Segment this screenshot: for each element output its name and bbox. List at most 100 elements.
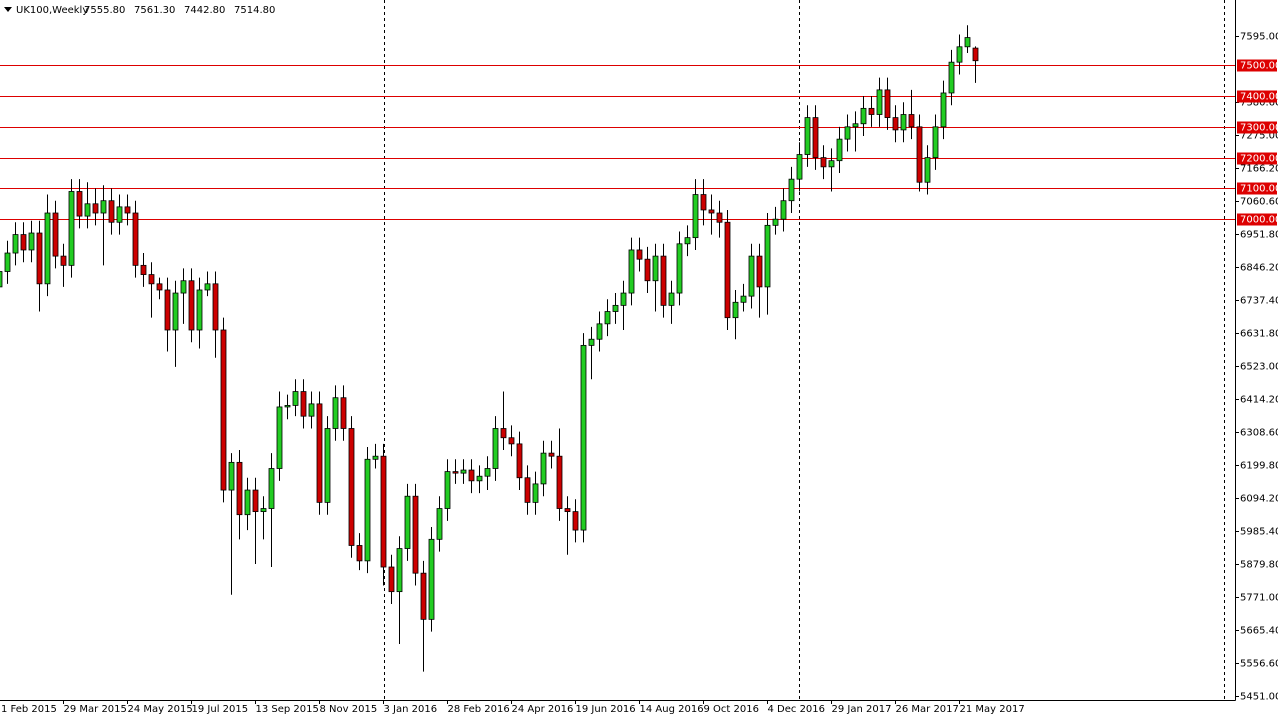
y-tick-label: 5879.80 bbox=[1240, 560, 1278, 571]
x-tick-label: 29 Jan 2017 bbox=[832, 704, 892, 715]
candle-body bbox=[676, 243, 683, 294]
ohlc-value: 7514.80 bbox=[234, 5, 275, 16]
candle-body bbox=[196, 289, 203, 331]
candle-body bbox=[772, 218, 779, 226]
candle-body bbox=[212, 283, 219, 331]
x-tick-label: 19 Jun 2016 bbox=[576, 704, 636, 715]
candle-body bbox=[684, 237, 691, 245]
candle-body bbox=[388, 566, 395, 593]
candle-body bbox=[668, 292, 675, 306]
candle-body bbox=[972, 47, 979, 62]
candle-body bbox=[420, 572, 427, 620]
candle-body bbox=[140, 264, 147, 275]
candle-body bbox=[660, 255, 667, 306]
candle-body bbox=[0, 271, 3, 288]
level-label: 7300.00 bbox=[1240, 123, 1278, 134]
candle-body bbox=[692, 194, 699, 239]
level-label: 7200.00 bbox=[1240, 154, 1278, 165]
candle-body bbox=[244, 489, 251, 516]
candle-body bbox=[428, 538, 435, 620]
candle-body bbox=[564, 508, 571, 513]
x-tick-label: 3 Jan 2016 bbox=[384, 704, 438, 715]
x-tick-label: 29 Mar 2015 bbox=[64, 704, 127, 715]
candle-body bbox=[44, 212, 51, 285]
candle-body bbox=[308, 403, 315, 417]
y-tick-label: 6199.80 bbox=[1240, 461, 1278, 472]
level-label-box bbox=[1237, 121, 1277, 134]
candle-body bbox=[852, 123, 859, 128]
y-tick-label: 6951.80 bbox=[1240, 230, 1278, 241]
candle-body bbox=[636, 249, 643, 260]
candle-body bbox=[276, 406, 283, 469]
candle-body bbox=[372, 455, 379, 460]
x-tick-label: 9 Oct 2016 bbox=[704, 704, 759, 715]
candle-body bbox=[612, 304, 619, 312]
candle-body bbox=[316, 403, 323, 503]
x-tick-label: 19 Jul 2015 bbox=[192, 704, 249, 715]
candle-body bbox=[148, 274, 155, 285]
candle-body bbox=[60, 255, 67, 266]
candle-body bbox=[604, 311, 611, 325]
candle-body bbox=[876, 89, 883, 115]
level-label: 7000.00 bbox=[1240, 215, 1278, 226]
candle-body bbox=[460, 469, 467, 474]
candle-body bbox=[724, 221, 731, 319]
y-tick-label: 6414.20 bbox=[1240, 395, 1278, 406]
candle-body bbox=[596, 323, 603, 340]
candle-body bbox=[108, 200, 115, 223]
level-label-box bbox=[1237, 90, 1277, 103]
y-tick-label: 6523.00 bbox=[1240, 362, 1278, 373]
x-tick-label: 1 Feb 2015 bbox=[1, 704, 57, 715]
candle-body bbox=[124, 206, 131, 214]
candle-body bbox=[532, 483, 539, 503]
candle-body bbox=[484, 468, 491, 477]
y-tick-label: 6631.80 bbox=[1240, 329, 1278, 340]
candle-body bbox=[900, 114, 907, 131]
candle-body bbox=[764, 224, 771, 288]
candle-body bbox=[884, 89, 891, 118]
candle-body bbox=[732, 301, 739, 319]
candle-body bbox=[524, 477, 531, 503]
ohlc-value: 7561.30 bbox=[134, 5, 175, 16]
candle-body bbox=[548, 452, 555, 457]
candle-body bbox=[796, 154, 803, 180]
y-tick-label: 7166.20 bbox=[1240, 164, 1278, 175]
candle-body bbox=[132, 212, 139, 266]
y-tick-label: 7380.60 bbox=[1240, 98, 1278, 109]
candle-body bbox=[556, 455, 563, 509]
level-label: 7500.00 bbox=[1240, 61, 1278, 72]
candle-body bbox=[20, 234, 27, 251]
candle-body bbox=[820, 157, 827, 168]
candle-body bbox=[100, 200, 107, 214]
candle-body bbox=[588, 338, 595, 346]
candle-body bbox=[260, 508, 267, 513]
candle-body bbox=[380, 455, 387, 568]
candle-body bbox=[580, 344, 587, 531]
candle-body bbox=[468, 469, 475, 482]
candle-body bbox=[716, 212, 723, 223]
y-tick-label: 5985.40 bbox=[1240, 527, 1278, 538]
candle-body bbox=[444, 471, 451, 509]
x-tick-label: 21 May 2017 bbox=[960, 704, 1025, 715]
candle-body bbox=[36, 232, 43, 285]
x-tick-label: 24 May 2015 bbox=[128, 704, 193, 715]
candle-body bbox=[780, 200, 787, 220]
candle-body bbox=[12, 234, 19, 254]
level-label: 7400.00 bbox=[1240, 92, 1278, 103]
candle-body bbox=[572, 511, 579, 531]
level-label-box bbox=[1237, 59, 1277, 72]
y-tick-label: 5665.40 bbox=[1240, 626, 1278, 637]
candle-body bbox=[52, 212, 59, 257]
candle-body bbox=[500, 428, 507, 439]
candle-body bbox=[452, 471, 459, 474]
ohlc-value: 7555.80 bbox=[84, 5, 125, 16]
candle-body bbox=[76, 191, 83, 217]
x-tick-label: 14 Aug 2016 bbox=[640, 704, 704, 715]
candle-body bbox=[476, 475, 483, 482]
candle-body bbox=[940, 92, 947, 128]
candle-body bbox=[844, 126, 851, 140]
candle-body bbox=[156, 283, 163, 291]
x-tick-label: 13 Sep 2015 bbox=[256, 704, 319, 715]
candle-body bbox=[628, 249, 635, 294]
